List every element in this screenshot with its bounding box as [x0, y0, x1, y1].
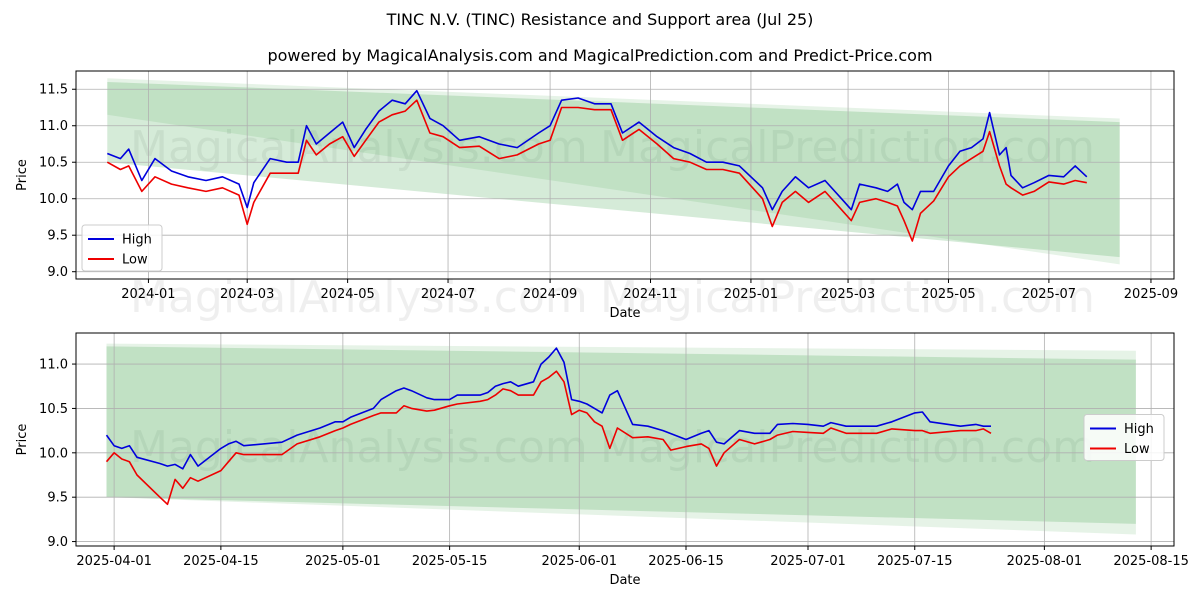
- watermark: MagicalAnalysis.com: [130, 272, 588, 323]
- chart-title: TINC N.V. (TINC) Resistance and Support …: [386, 10, 814, 29]
- y-axis-label: Price: [15, 159, 30, 191]
- x-tick-label: 2025-05-01: [305, 554, 381, 569]
- y-axis-label: Price: [15, 424, 30, 456]
- x-tick-label: 2024-07: [421, 287, 475, 302]
- y-tick-label: 9.0: [47, 265, 68, 280]
- y-tick-label: 10.0: [39, 192, 68, 207]
- legend-label-high: High: [122, 233, 152, 248]
- x-tick-label: 2025-04-01: [76, 554, 152, 569]
- y-tick-label: 11.0: [39, 358, 68, 373]
- y-tick-label: 11.5: [39, 83, 68, 98]
- y-tick-label: 9.5: [47, 491, 68, 506]
- legend-label-low: Low: [1124, 442, 1150, 457]
- x-tick-label: 2025-06-15: [648, 554, 724, 569]
- x-tick-label: 2025-05-15: [412, 554, 488, 569]
- x-tick-label: 2025-01: [724, 287, 778, 302]
- x-tick-label: 2025-07-15: [877, 554, 953, 569]
- y-tick-label: 10.5: [39, 402, 68, 417]
- x-tick-label: 2024-03: [220, 287, 274, 302]
- x-tick-label: 2025-03: [821, 287, 875, 302]
- plot-frame: [75, 70, 1175, 280]
- x-tick-label: 2024-01: [121, 287, 175, 302]
- watermark: MagicalPrediction.com: [600, 272, 1095, 323]
- y-tick-label: 9.5: [47, 229, 68, 244]
- x-tick-label: 2025-06-01: [541, 554, 617, 569]
- x-tick-label: 2025-09: [1124, 287, 1178, 302]
- support-resistance-band: [107, 78, 1120, 265]
- x-tick-label: 2024-09: [523, 287, 577, 302]
- legend: High Low: [81, 224, 163, 272]
- support-resistance-band: [106, 343, 1136, 535]
- legend: High Low: [1083, 414, 1165, 461]
- y-tick-label: 11.0: [39, 119, 68, 134]
- watermark: MagicalAnalysis.com: [130, 122, 588, 173]
- series-line-high: [107, 89, 1088, 211]
- plot-frame: [75, 332, 1175, 547]
- x-tick-label: 2025-05: [921, 287, 975, 302]
- y-tick-label: 10.5: [39, 156, 68, 171]
- top-chart-panel: 2024-01 2024-03 2024-05 2024-07 2024-09 2024-…: [15, 70, 1178, 321]
- x-axis-label: Date: [609, 306, 640, 321]
- bottom-chart-panel: 2025-04-01 2025-04-15 2025-05-01 2025-05-15…: [15, 332, 1189, 588]
- x-tick-label: 2025-07: [1022, 287, 1076, 302]
- watermark: MagicalPrediction.com: [600, 122, 1095, 173]
- support-resistance-band: [106, 346, 1136, 524]
- series-line-high: [105, 347, 991, 470]
- x-tick-label: 2024-11: [623, 287, 677, 302]
- watermark: MagicalAnalysis.com: [130, 422, 588, 473]
- x-tick-label: 2025-07-01: [770, 554, 846, 569]
- chart-subtitle: powered by MagicalAnalysis.com and Magic…: [267, 46, 933, 65]
- x-axis-label: Date: [609, 573, 640, 588]
- series-line-low: [106, 99, 1087, 242]
- x-tick-label: 2024-05: [320, 287, 374, 302]
- y-tick-label: 9.0: [47, 535, 68, 550]
- series-line-low: [105, 370, 992, 506]
- legend-label-low: Low: [122, 253, 148, 268]
- legend-label-high: High: [1124, 422, 1154, 437]
- y-tick-label: 10.0: [39, 446, 68, 461]
- x-tick-label: 2025-04-15: [183, 554, 259, 569]
- x-tick-label: 2025-08-15: [1113, 554, 1189, 569]
- x-tick-label: 2025-08-01: [1007, 554, 1083, 569]
